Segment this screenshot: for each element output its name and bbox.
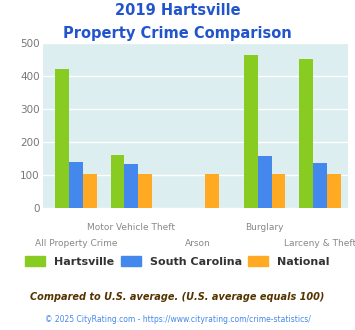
Text: © 2025 CityRating.com - https://www.cityrating.com/crime-statistics/: © 2025 CityRating.com - https://www.city… <box>45 315 310 324</box>
Bar <box>83 174 97 208</box>
Text: Motor Vehicle Theft: Motor Vehicle Theft <box>87 223 175 232</box>
Bar <box>258 156 272 208</box>
Bar <box>69 162 83 208</box>
Bar <box>111 155 125 208</box>
Text: Compared to U.S. average. (U.S. average equals 100): Compared to U.S. average. (U.S. average … <box>30 292 325 302</box>
Bar <box>55 69 69 208</box>
Bar <box>244 55 258 208</box>
Text: All Property Crime: All Property Crime <box>35 239 117 248</box>
Text: Property Crime Comparison: Property Crime Comparison <box>63 26 292 41</box>
Bar <box>299 59 313 208</box>
Text: Burglary: Burglary <box>245 223 284 232</box>
Bar <box>272 174 285 208</box>
Text: Arson: Arson <box>185 239 211 248</box>
Bar <box>327 174 341 208</box>
Text: 2019 Hartsville: 2019 Hartsville <box>115 3 240 18</box>
Bar <box>313 163 327 208</box>
Bar <box>125 164 138 208</box>
Bar <box>138 174 152 208</box>
Bar <box>205 174 219 208</box>
Text: Larceny & Theft: Larceny & Theft <box>284 239 355 248</box>
Legend: Hartsville, South Carolina, National: Hartsville, South Carolina, National <box>25 256 330 267</box>
